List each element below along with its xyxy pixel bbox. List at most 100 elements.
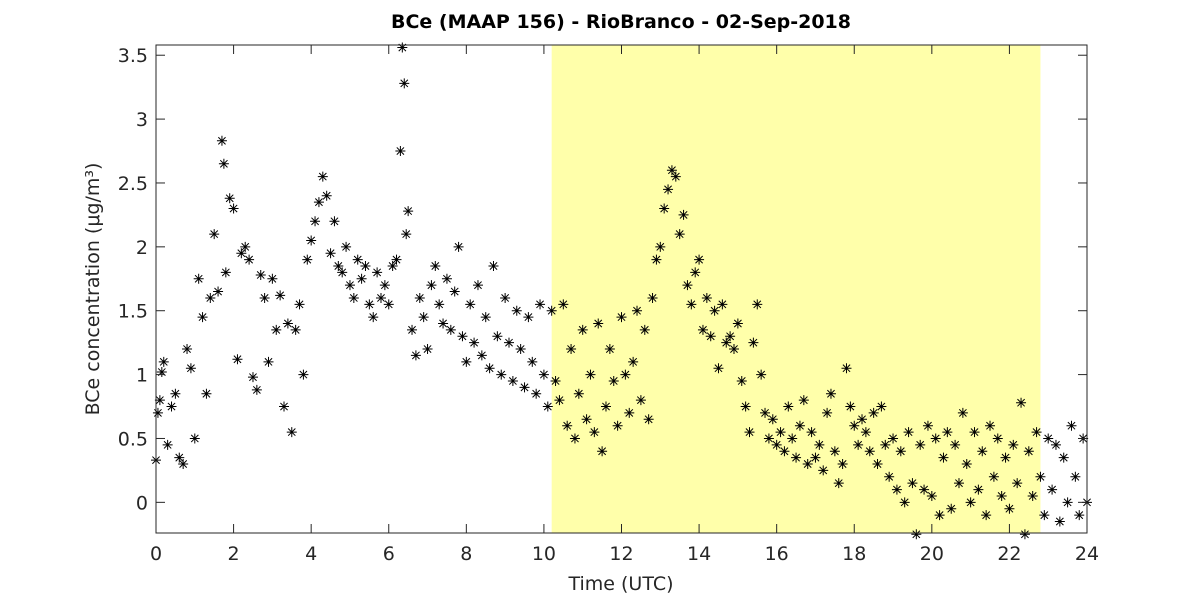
marker	[401, 229, 412, 240]
marker	[690, 267, 701, 278]
marker	[410, 350, 421, 361]
marker	[461, 356, 472, 367]
marker	[546, 305, 557, 316]
marker	[193, 273, 204, 284]
marker	[310, 216, 321, 227]
marker	[763, 433, 774, 444]
marker	[697, 324, 708, 335]
marker	[760, 407, 771, 418]
marker	[643, 414, 654, 425]
marker	[441, 273, 452, 284]
x-tick-label: 12	[609, 543, 633, 565]
x-tick-label: 18	[842, 543, 866, 565]
marker	[279, 401, 290, 412]
marker	[298, 369, 309, 380]
marker	[1035, 471, 1046, 482]
marker	[845, 401, 856, 412]
marker	[465, 299, 476, 310]
marker	[251, 384, 262, 395]
marker	[1062, 497, 1073, 508]
marker	[469, 337, 480, 348]
x-tick-label: 0	[150, 543, 162, 565]
marker	[271, 324, 282, 335]
marker	[814, 439, 825, 450]
x-tick-label: 6	[383, 543, 395, 565]
marker	[218, 158, 229, 169]
marker	[853, 439, 864, 450]
marker	[857, 414, 868, 425]
marker	[977, 446, 988, 457]
marker	[152, 407, 163, 418]
marker	[616, 312, 627, 323]
marker	[550, 375, 561, 386]
marker	[337, 267, 348, 278]
marker	[725, 331, 736, 342]
y-tick-label: 3.5	[118, 45, 148, 67]
marker	[484, 363, 495, 374]
marker	[996, 490, 1007, 501]
marker	[1047, 484, 1058, 495]
marker	[880, 439, 891, 450]
marker	[624, 407, 635, 418]
marker	[438, 318, 449, 329]
marker	[825, 388, 836, 399]
y-axis-label: BCe concentration (μg/m³)	[82, 163, 104, 416]
marker	[360, 261, 371, 272]
marker	[717, 299, 728, 310]
x-tick-label: 22	[997, 543, 1021, 565]
marker	[182, 344, 193, 355]
marker	[352, 254, 363, 265]
y-tick-label: 0.5	[118, 428, 148, 450]
marker	[407, 324, 418, 335]
marker	[674, 229, 685, 240]
marker	[317, 171, 328, 182]
marker	[1050, 439, 1061, 450]
marker	[472, 280, 483, 291]
marker	[224, 193, 235, 204]
x-tick-label: 14	[687, 543, 711, 565]
marker	[213, 286, 224, 297]
marker	[244, 254, 255, 265]
marker	[558, 299, 569, 310]
marker	[728, 344, 739, 355]
marker	[201, 388, 212, 399]
marker	[523, 312, 534, 323]
marker	[946, 503, 957, 514]
marker	[950, 439, 961, 450]
y-tick-label: 1.5	[118, 301, 148, 323]
marker	[651, 254, 662, 265]
chart-title: BCe (MAAP 156) - RioBranco - 02-Sep-2018	[391, 11, 851, 33]
marker	[705, 331, 716, 342]
marker	[267, 273, 278, 284]
marker	[1039, 510, 1050, 521]
marker	[849, 420, 860, 431]
marker	[562, 420, 573, 431]
marker	[216, 135, 227, 146]
marker	[418, 312, 429, 323]
marker	[1008, 439, 1019, 450]
marker	[884, 471, 895, 482]
marker	[771, 439, 782, 450]
marker	[329, 216, 340, 227]
marker	[822, 407, 833, 418]
marker	[302, 254, 313, 265]
marker	[953, 478, 964, 489]
marker	[926, 490, 937, 501]
marker	[713, 363, 724, 374]
marker	[255, 269, 266, 280]
x-tick-label: 4	[305, 543, 317, 565]
marker	[383, 299, 394, 310]
marker	[810, 452, 821, 463]
marker	[612, 420, 623, 431]
marker	[507, 375, 518, 386]
marker	[519, 382, 530, 393]
marker	[368, 312, 379, 323]
marker	[635, 395, 646, 406]
marker	[166, 401, 177, 412]
marker	[694, 254, 705, 265]
marker	[294, 299, 305, 310]
marker	[174, 452, 185, 463]
marker	[321, 190, 332, 201]
marker	[686, 299, 697, 310]
marker	[957, 407, 968, 418]
